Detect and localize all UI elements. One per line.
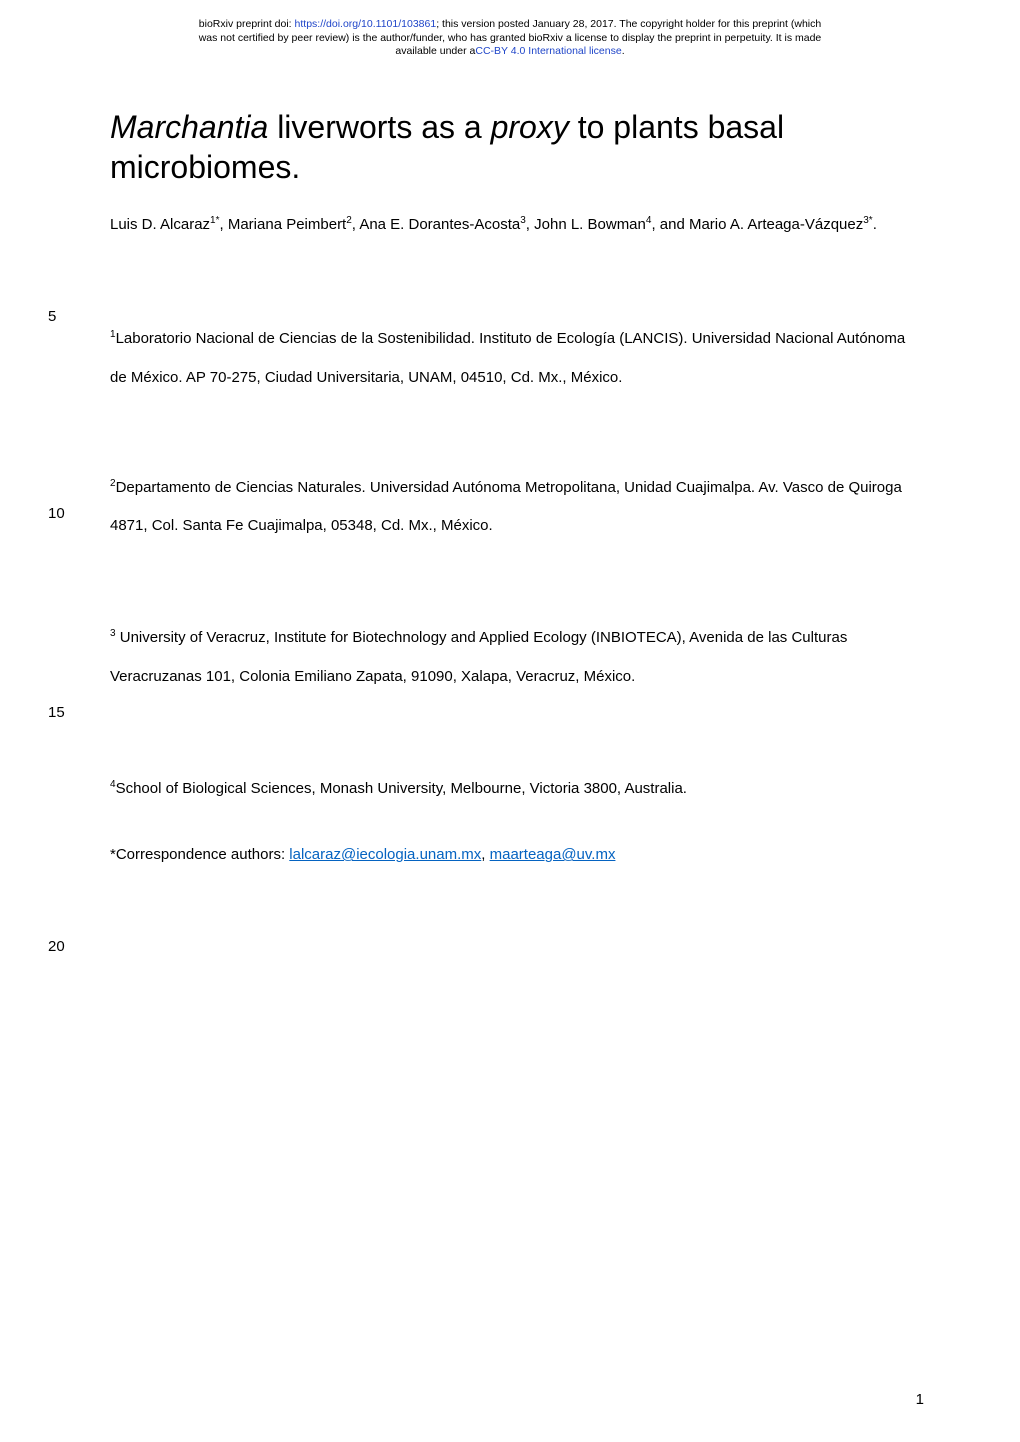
affiliation-1: 1Laboratorio Nacional de Ciencias de la … xyxy=(110,320,910,397)
header-text-3b: . xyxy=(622,45,625,57)
author-5: Mario A. Arteaga-Vázquez xyxy=(689,216,863,233)
affil-4-text: School of Biological Sciences, Monash Un… xyxy=(116,780,687,797)
email-link-1[interactable]: lalcaraz@iecologia.unam.mx xyxy=(289,846,481,863)
author-1: Luis D. Alcaraz xyxy=(110,216,210,233)
author-5-sup: 3* xyxy=(863,215,872,226)
affiliation-3: 3 University of Veracruz, Institute for … xyxy=(110,619,910,696)
title-part2: liverworts as a xyxy=(268,109,490,145)
affil-2-text: Departamento de Ciencias Naturales. Univ… xyxy=(110,479,902,534)
title-part1: Marchantia xyxy=(110,109,268,145)
author-4: John L. Bowman xyxy=(534,216,646,233)
line-number-20: 20 xyxy=(48,938,65,955)
author-1-sup: 1* xyxy=(210,215,219,226)
line-number-15: 15 xyxy=(48,704,65,721)
page-number: 1 xyxy=(916,1391,924,1408)
preprint-header: bioRxiv preprint doi: https://doi.org/10… xyxy=(0,0,1020,67)
line-number-10: 10 xyxy=(48,505,65,522)
authors-end: . xyxy=(873,216,877,233)
sep3: , xyxy=(526,216,534,233)
correspondence-prefix: *Correspondence authors: xyxy=(110,846,289,863)
sep4: , and xyxy=(651,216,689,233)
author-2: Mariana Peimbert xyxy=(228,216,346,233)
sep1: , xyxy=(220,216,228,233)
author-3: Ana E. Dorantes-Acosta xyxy=(359,216,520,233)
author-list: Luis D. Alcaraz1*, Mariana Peimbert2, An… xyxy=(110,209,910,241)
email-link-2[interactable]: maarteaga@uv.mx xyxy=(490,846,616,863)
correspondence: *Correspondence authors: lalcaraz@iecolo… xyxy=(110,846,910,863)
title-part3: proxy xyxy=(491,109,569,145)
affil-3-text: University of Veracruz, Institute for Bi… xyxy=(110,629,847,684)
header-text-1b: ; this version posted January 28, 2017. … xyxy=(436,18,821,30)
license-link[interactable]: CC-BY 4.0 International license xyxy=(475,45,621,57)
paper-title: Marchantia liverworts as a proxy to plan… xyxy=(110,107,910,187)
header-text-3a: available under a xyxy=(395,45,475,57)
affiliation-4: 4School of Biological Sciences, Monash U… xyxy=(110,770,910,808)
doi-link[interactable]: https://doi.org/10.1101/103861 xyxy=(295,18,437,30)
header-text-1: bioRxiv preprint doi: xyxy=(199,18,295,30)
correspondence-sep: , xyxy=(481,846,489,863)
line-number-5: 5 xyxy=(48,308,56,325)
header-text-2: was not certified by peer review) is the… xyxy=(199,32,822,44)
page-content: Marchantia liverworts as a proxy to plan… xyxy=(0,67,1020,863)
affiliation-2: 2Departamento de Ciencias Naturales. Uni… xyxy=(110,469,910,546)
affil-1-text: Laboratorio Nacional de Ciencias de la S… xyxy=(110,330,905,385)
